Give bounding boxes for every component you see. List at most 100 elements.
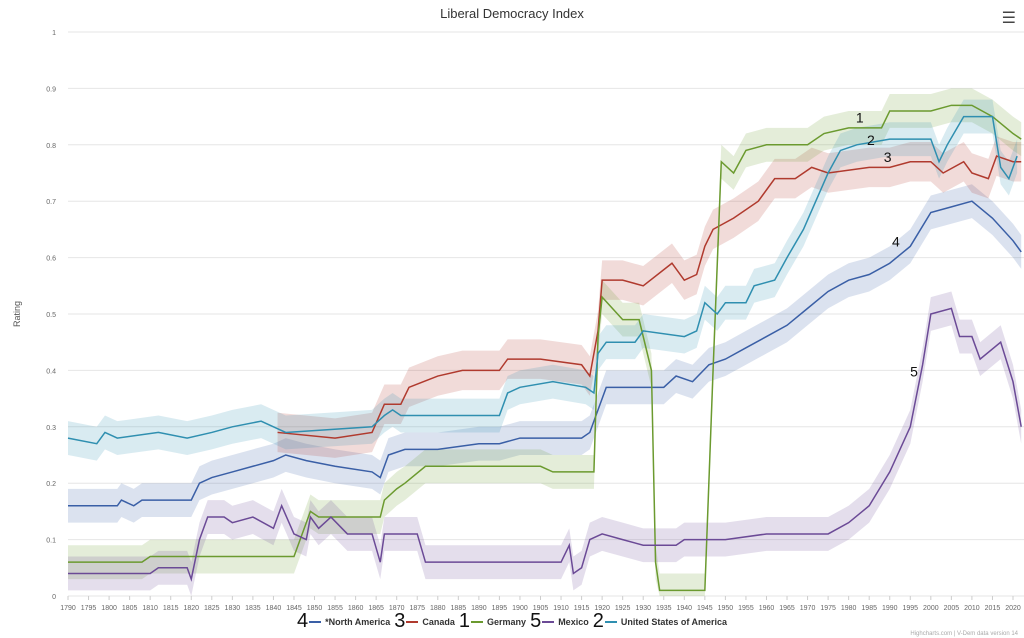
x-tick-label: 1920: [594, 605, 610, 612]
y-tick-label: 1: [52, 30, 56, 37]
series-line-canada[interactable]: [277, 155, 1022, 439]
x-tick-label: 1870: [389, 605, 405, 612]
x-tick-label: 1860: [348, 605, 364, 612]
x-tick-label: 1985: [861, 605, 877, 612]
x-tick-label: 1910: [553, 605, 569, 612]
x-tick-label: 1895: [492, 605, 508, 612]
x-tick-label: 2005: [944, 605, 960, 612]
x-tick-label: 2000: [923, 605, 939, 612]
confidence-band: [68, 99, 1018, 461]
x-tick-label: 1790: [60, 605, 76, 612]
y-tick-label: 0.1: [46, 538, 56, 545]
legend-label: United States of America: [620, 616, 728, 627]
x-tick-label: 1845: [286, 605, 302, 612]
rank-annotation: 3: [884, 149, 892, 165]
x-tick-label: 1890: [471, 605, 487, 612]
x-tick-label: 1945: [697, 605, 713, 612]
x-tick-label: 1830: [225, 605, 241, 612]
x-tick-label: 2015: [985, 605, 1001, 612]
legend-swatch: [604, 620, 617, 623]
x-tick-label: 1850: [307, 605, 323, 612]
chart-title: Liberal Democracy Index: [440, 6, 584, 21]
y-tick-label: 0.3: [46, 425, 56, 432]
x-tick-label: 1950: [718, 605, 734, 612]
x-tick-label: 1915: [574, 605, 590, 612]
y-tick-label: 0: [52, 594, 56, 601]
legend-swatch: [542, 620, 555, 623]
x-tick-label: 1970: [800, 605, 816, 612]
legend-rank: 3: [394, 610, 406, 632]
x-tick-label: 1930: [635, 605, 651, 612]
legend-swatch: [406, 620, 419, 623]
legend-item[interactable]: 5 Mexico: [530, 610, 589, 633]
x-tick-label: 1885: [451, 605, 467, 612]
legend-rank: 5: [530, 610, 542, 632]
legend: 4 *North America 3 Canada 1 Germany 5 Mexico 2 Un…: [0, 610, 1024, 633]
hamburger-icon[interactable]: ☰: [1001, 10, 1016, 27]
x-tick-label: 1840: [266, 605, 282, 612]
y-axis-label: Rating: [12, 301, 22, 327]
x-tick-label: 1995: [902, 605, 918, 612]
y-tick-label: 0.2: [46, 481, 56, 488]
confidence-band: [68, 184, 1022, 523]
x-tick-label: 1955: [738, 605, 754, 612]
y-tick-label: 0.5: [46, 312, 56, 319]
legend-swatch: [309, 620, 322, 623]
rank-annotation: 2: [867, 132, 875, 148]
x-tick-label: 1865: [368, 605, 384, 612]
legend-label: Mexico: [558, 616, 589, 627]
y-tick-label: 0.7: [46, 199, 56, 206]
x-tick-label: 1925: [615, 605, 631, 612]
legend-item[interactable]: 2 United States of America: [593, 610, 727, 633]
x-tick-label: 1905: [533, 605, 549, 612]
x-tick-label: 1795: [81, 605, 97, 612]
x-tick-label: 1900: [512, 605, 528, 612]
x-tick-label: 1990: [882, 605, 898, 612]
rank-annotation: 4: [892, 234, 900, 250]
legend-rank: 2: [592, 610, 604, 632]
rank-annotation: 5: [910, 363, 918, 379]
x-tick-label: 1965: [779, 605, 795, 612]
x-tick-label: 1980: [841, 605, 857, 612]
y-tick-label: 0.8: [46, 143, 56, 150]
x-tick-label: 1815: [163, 605, 179, 612]
x-tick-label: 1825: [204, 605, 220, 612]
x-tick-label: 1800: [101, 605, 117, 612]
series-line--north-america[interactable]: [68, 200, 1022, 507]
x-tick-label: 1935: [656, 605, 672, 612]
x-tick-label: 2020: [1005, 605, 1021, 612]
rank-annotation: 1: [856, 110, 864, 126]
legend-item[interactable]: 4 *North America: [297, 610, 390, 633]
legend-label: *North America: [325, 616, 391, 627]
x-tick-label: 1880: [430, 605, 446, 612]
x-tick-label: 1805: [122, 605, 138, 612]
x-tick-label: 1960: [759, 605, 775, 612]
x-tick-label: 1820: [183, 605, 199, 612]
legend-swatch: [471, 620, 484, 623]
x-tick-label: 1940: [677, 605, 693, 612]
x-tick-label: 1855: [327, 605, 343, 612]
legend-label: Germany: [487, 616, 527, 627]
confidence-band: [68, 88, 1022, 597]
x-tick-label: 1810: [142, 605, 158, 612]
series-line-united-states-of-america[interactable]: [67, 115, 1018, 445]
series-line-mexico[interactable]: [68, 307, 1022, 582]
x-tick-label: 1875: [409, 605, 425, 612]
y-tick-label: 0.9: [46, 86, 56, 93]
legend-rank: 1: [458, 610, 471, 632]
y-tick-label: 0.6: [46, 256, 56, 263]
series-line-germany[interactable]: [68, 104, 1022, 592]
y-tick-label: 0.4: [46, 368, 56, 375]
credit-text[interactable]: Highcharts.com | V-Dem data version 14: [910, 631, 1018, 637]
confidence-band: [68, 291, 1022, 596]
confidence-band: [277, 136, 1022, 458]
legend-item[interactable]: 3 Canada: [394, 610, 455, 633]
x-tick-label: 2010: [964, 605, 980, 612]
x-tick-label: 1975: [820, 605, 836, 612]
legend-item[interactable]: 1 Germany: [459, 610, 526, 633]
legend-label: Canada: [422, 616, 455, 627]
legend-rank: 4: [296, 610, 309, 632]
x-tick-label: 1835: [245, 605, 261, 612]
